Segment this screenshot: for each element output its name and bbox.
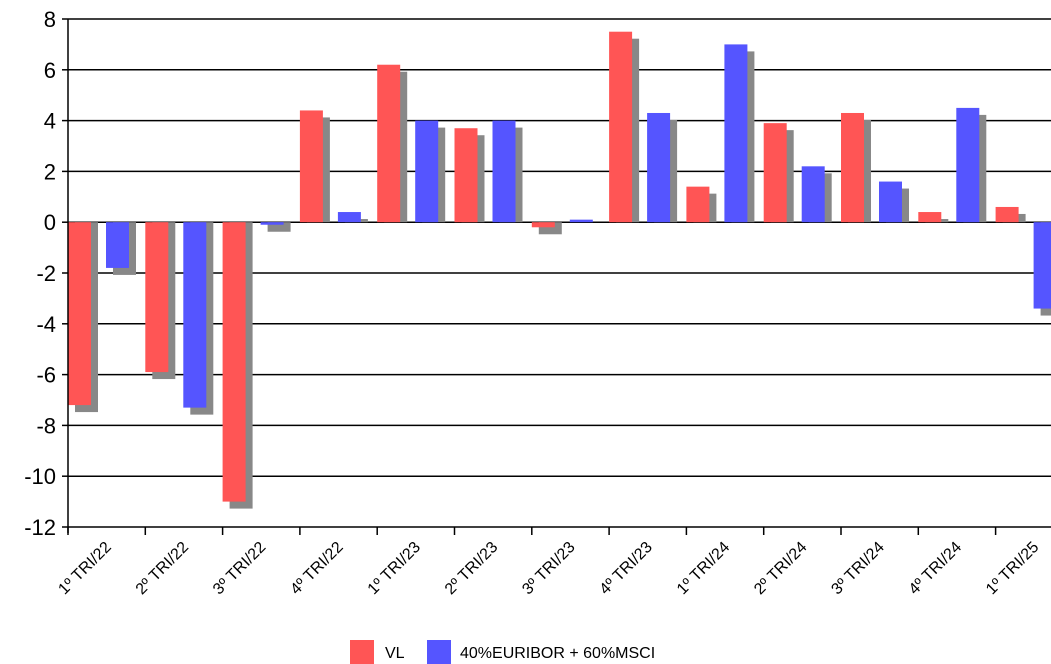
axes (67, 19, 997, 535)
bar-benchmark (337, 212, 361, 223)
bar-benchmark (801, 166, 825, 223)
bar-shadow (267, 222, 291, 232)
x-tick-label: 4º TRI/24 (906, 539, 965, 598)
y-tick-label: -2 (36, 261, 56, 286)
bar-benchmark (1033, 222, 1051, 309)
bar-vl (609, 31, 633, 223)
bar-vl (686, 186, 710, 223)
x-tick-label: 1º TRI/23 (365, 539, 424, 598)
legend-label-vl: VL (385, 645, 405, 662)
x-tick-label: 1º TRI/24 (674, 539, 733, 598)
y-tick-label: -6 (36, 363, 56, 388)
bar-vl (222, 222, 246, 502)
bar-vl (299, 110, 323, 223)
y-tick-label: -10 (24, 464, 56, 489)
bar-benchmark (492, 120, 516, 223)
bar-benchmark (647, 112, 671, 223)
bar-benchmark (879, 181, 902, 223)
x-tick-label: 2º TRI/23 (442, 539, 501, 598)
bar-vl (531, 222, 555, 228)
x-tick-label: 4º TRI/23 (597, 539, 656, 598)
x-tick-label: 2º TRI/24 (751, 539, 810, 598)
x-tick-labels: 1º TRI/22 2º TRI/22 3º TRI/22 4º TRI/22 1º T… (55, 539, 1042, 598)
y-tick-label: -8 (36, 413, 56, 438)
bar-benchmark (260, 222, 284, 225)
bars (68, 31, 1051, 509)
bar-vl (763, 123, 787, 223)
bar-vl (145, 222, 169, 373)
legend-swatch-benchmark (427, 640, 451, 664)
bar-vl (995, 206, 1019, 223)
x-tick-label: 3º TRI/23 (519, 539, 578, 598)
y-tick-label: -4 (36, 312, 56, 337)
legend: VL 40%EURIBOR + 60%MSCI (350, 640, 655, 664)
bar-benchmark (106, 222, 129, 268)
legend-swatch-vl (350, 640, 374, 664)
legend-label-benchmark: 40%EURIBOR + 60%MSCI (460, 645, 655, 662)
x-tick-label: 3º TRI/22 (210, 539, 269, 598)
bar-vl (841, 112, 864, 223)
x-tick-label: 1º TRI/22 (55, 539, 114, 598)
bar-vl (454, 128, 478, 223)
bar-vl (918, 212, 942, 223)
bar-vl (68, 222, 91, 406)
bar-benchmark (183, 222, 207, 408)
bar-benchmark (415, 120, 439, 223)
y-tick-label: 6 (44, 58, 56, 83)
x-tick-label: 4º TRI/22 (287, 539, 346, 598)
y-tick-label: 2 (44, 159, 56, 184)
x-tick-label: 2º TRI/22 (133, 539, 192, 598)
y-tick-label: 8 (44, 7, 56, 32)
x-tick-label: 1º TRI/25 (983, 539, 1042, 598)
y-tick-label: 4 (44, 109, 56, 134)
bar-benchmark (569, 219, 593, 223)
bar-vl (377, 64, 401, 223)
y-tick-labels: 8 6 4 2 0 -2 -4 -6 -8 -10 -12 (24, 7, 56, 540)
x-tick-label: 3º TRI/24 (828, 539, 887, 598)
y-tick-label: -12 (24, 515, 56, 540)
bar-benchmark (724, 44, 748, 223)
bar-benchmark (956, 107, 980, 223)
y-tick-label: 0 (44, 210, 56, 235)
